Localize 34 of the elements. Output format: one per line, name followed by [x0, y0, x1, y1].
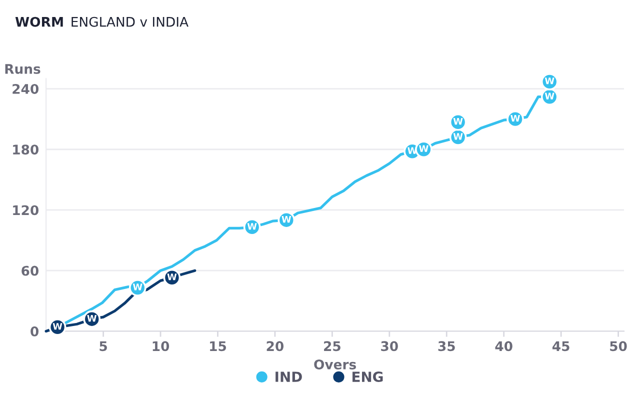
- data-label: W: [87, 314, 97, 322]
- y-axis-title: Runs: [5, 64, 40, 74]
- legend-label: IND: [276, 372, 302, 382]
- chart-subtitle: ENGLAND v INDIA: [72, 16, 188, 27]
- x-tick-label: 30: [381, 341, 398, 352]
- x-tick-label: 35: [438, 341, 455, 352]
- data-label: W: [453, 118, 463, 125]
- data-label: W: [544, 92, 554, 100]
- data-label: W: [52, 323, 62, 330]
- data-label: W: [132, 284, 142, 290]
- data-label: W: [453, 133, 463, 140]
- data-label: W: [419, 145, 428, 152]
- data-label: W: [247, 223, 257, 230]
- x-tick-label: 10: [152, 341, 170, 352]
- x-tick-label: 45: [552, 341, 570, 352]
- data-label: W: [167, 274, 177, 280]
- y-tick-label: 180: [13, 144, 39, 155]
- x-tick-label: 40: [495, 341, 512, 352]
- x-tick-label: 50: [610, 341, 627, 352]
- legend-label: ENG: [352, 372, 383, 382]
- chart-title: WORM: [15, 16, 63, 27]
- line-series: [44, 269, 196, 333]
- y-tick-label: 60: [22, 266, 39, 276]
- data-label: W: [282, 216, 292, 223]
- y-tick-label: 120: [13, 205, 39, 216]
- data-label: W: [544, 78, 554, 84]
- y-tick-label: 0: [30, 326, 39, 336]
- x-tick-label: 5: [100, 341, 107, 352]
- x-tick-label: 20: [266, 341, 284, 352]
- x-tick-label: 25: [324, 341, 340, 352]
- x-axis-title: Overs: [314, 359, 356, 370]
- data-label: W: [510, 114, 520, 122]
- y-tick-label: 240: [12, 84, 39, 94]
- x-tick-label: 15: [210, 341, 226, 352]
